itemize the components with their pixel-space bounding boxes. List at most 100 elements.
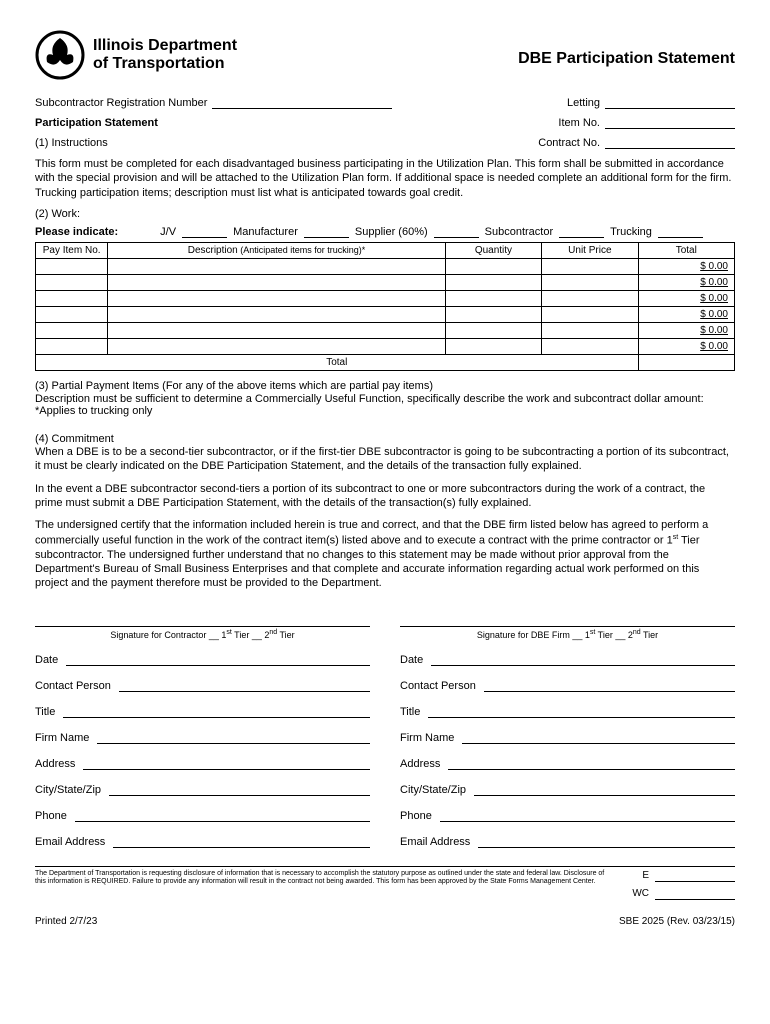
- input-csz-left[interactable]: [109, 782, 370, 796]
- label-firm: Firm Name: [35, 732, 89, 744]
- form-title: DBE Participation Statement: [518, 50, 735, 68]
- input-contact-left[interactable]: [119, 678, 370, 692]
- input-trucking[interactable]: [658, 226, 703, 238]
- table-total-row: Total: [36, 354, 735, 370]
- label-wc: WC: [632, 888, 649, 900]
- section3-heading: (3) Partial Payment Items (For any of th…: [35, 379, 735, 393]
- col-quantity: Quantity: [445, 242, 541, 258]
- col-unit-price: Unit Price: [542, 242, 638, 258]
- work-heading: (2) Work:: [35, 208, 735, 220]
- input-e[interactable]: [655, 870, 735, 882]
- input-letting[interactable]: [605, 95, 735, 109]
- input-date-right[interactable]: [431, 652, 735, 666]
- table-row[interactable]: $ 0.00: [36, 322, 735, 338]
- input-email-right[interactable]: [478, 834, 735, 848]
- input-contract-no[interactable]: [605, 135, 735, 149]
- contractor-sig-line[interactable]: Signature for Contractor __ 1st Tier __ …: [35, 626, 370, 640]
- label-firm-r: Firm Name: [400, 732, 454, 744]
- label-participation-statement: Participation Statement: [35, 117, 158, 129]
- input-email-left[interactable]: [113, 834, 370, 848]
- section4-p3: The undersigned certify that the informa…: [35, 518, 735, 590]
- label-email: Email Address: [35, 836, 105, 848]
- label-subcontractor: Subcontractor: [485, 226, 553, 238]
- label-csz-r: City/State/Zip: [400, 784, 466, 796]
- table-row[interactable]: $ 0.00: [36, 338, 735, 354]
- org-name: Illinois Department of Transportation: [93, 37, 237, 72]
- input-manufacturer[interactable]: [304, 226, 349, 238]
- input-title-right[interactable]: [428, 704, 735, 718]
- label-phone: Phone: [35, 810, 67, 822]
- input-jv[interactable]: [182, 226, 227, 238]
- org-line2: of Transportation: [93, 55, 237, 73]
- section3-note: *Applies to trucking only: [35, 405, 735, 417]
- label-csz: City/State/Zip: [35, 784, 101, 796]
- table-row[interactable]: $ 0.00: [36, 290, 735, 306]
- total-value: [638, 354, 734, 370]
- label-item-no: Item No.: [558, 117, 600, 129]
- input-contact-right[interactable]: [484, 678, 735, 692]
- input-item-no[interactable]: [605, 115, 735, 129]
- instructions-text: This form must be completed for each dis…: [35, 157, 735, 200]
- label-title-r: Title: [400, 706, 420, 718]
- label-instructions: (1) Instructions: [35, 137, 108, 149]
- label-manufacturer: Manufacturer: [233, 226, 298, 238]
- input-subcontractor[interactable]: [559, 226, 604, 238]
- row-subcontractor: Subcontractor Registration Number Lettin…: [35, 95, 735, 109]
- input-title-left[interactable]: [63, 704, 370, 718]
- input-subcontractor-reg[interactable]: [212, 95, 392, 109]
- table-row[interactable]: $ 0.00: [36, 306, 735, 322]
- label-title: Title: [35, 706, 55, 718]
- signature-section: Signature for Contractor __ 1st Tier __ …: [35, 626, 735, 860]
- label-total: Total: [36, 354, 639, 370]
- label-jv: J/V: [160, 226, 176, 238]
- input-firm-right[interactable]: [462, 730, 735, 744]
- contractor-column: Signature for Contractor __ 1st Tier __ …: [35, 626, 370, 860]
- label-phone-r: Phone: [400, 810, 432, 822]
- dbe-sig-line[interactable]: Signature for DBE Firm __ 1st Tier __ 2n…: [400, 626, 735, 640]
- idot-logo-icon: [35, 30, 85, 80]
- col-total: Total: [638, 242, 734, 258]
- label-e: E: [642, 870, 649, 882]
- input-csz-right[interactable]: [474, 782, 735, 796]
- table-row[interactable]: $ 0.00: [36, 258, 735, 274]
- table-row[interactable]: $ 0.00: [36, 274, 735, 290]
- ewc-block: E WC: [632, 870, 735, 906]
- footer: Printed 2/7/23 SBE 2025 (Rev. 03/23/15): [35, 916, 735, 927]
- section4-heading: (4) Commitment: [35, 433, 735, 445]
- disclaimer-row: The Department of Transportation is requ…: [35, 866, 735, 906]
- label-address-r: Address: [400, 758, 440, 770]
- label-contact-r: Contact Person: [400, 680, 476, 692]
- label-subcontractor-reg: Subcontractor Registration Number: [35, 97, 207, 109]
- col-description: Description (Anticipated items for truck…: [108, 242, 445, 258]
- section3-desc: Description must be sufficient to determ…: [35, 393, 735, 405]
- label-supplier: Supplier (60%): [355, 226, 428, 238]
- label-contact: Contact Person: [35, 680, 111, 692]
- header: Illinois Department of Transportation DB…: [35, 30, 735, 80]
- section4-p1: When a DBE is to be a second-tier subcon…: [35, 445, 735, 474]
- items-table: Pay Item No. Description (Anticipated it…: [35, 242, 735, 371]
- org-line1: Illinois Department: [93, 37, 237, 55]
- dbe-column: Signature for DBE Firm __ 1st Tier __ 2n…: [400, 626, 735, 860]
- section4-p2: In the event a DBE subcontractor second-…: [35, 482, 735, 511]
- label-letting: Letting: [567, 97, 600, 109]
- footer-printed: Printed 2/7/23: [35, 916, 97, 927]
- input-phone-right[interactable]: [440, 808, 735, 822]
- label-date: Date: [35, 654, 58, 666]
- label-please-indicate: Please indicate:: [35, 226, 118, 238]
- input-address-left[interactable]: [83, 756, 370, 770]
- input-date-left[interactable]: [66, 652, 370, 666]
- label-email-r: Email Address: [400, 836, 470, 848]
- input-phone-left[interactable]: [75, 808, 370, 822]
- input-address-right[interactable]: [448, 756, 735, 770]
- input-wc[interactable]: [655, 888, 735, 900]
- label-address: Address: [35, 758, 75, 770]
- input-supplier[interactable]: [434, 226, 479, 238]
- label-date-r: Date: [400, 654, 423, 666]
- disclaimer-text: The Department of Transportation is requ…: [35, 870, 612, 906]
- indicate-row: Please indicate: J/V Manufacturer Suppli…: [35, 226, 735, 238]
- label-contract-no: Contract No.: [538, 137, 600, 149]
- row-instructions: (1) Instructions Contract No.: [35, 135, 735, 149]
- col-pay-item: Pay Item No.: [36, 242, 108, 258]
- logo-block: Illinois Department of Transportation: [35, 30, 237, 80]
- input-firm-left[interactable]: [97, 730, 370, 744]
